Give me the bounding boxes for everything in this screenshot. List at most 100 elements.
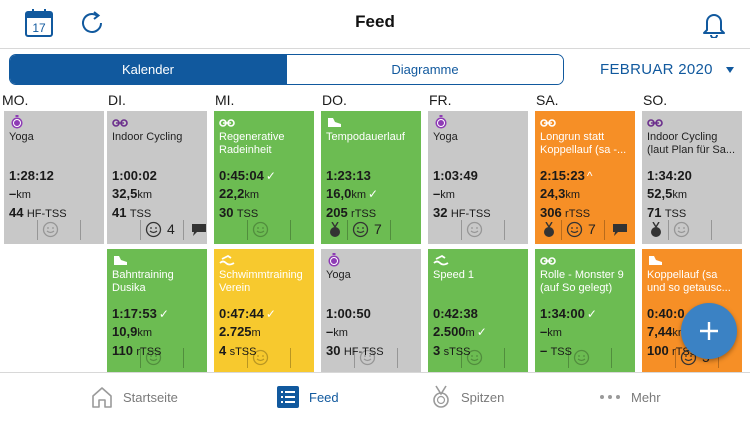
refresh-icon[interactable]: [77, 8, 107, 38]
workout-card[interactable]: Yoga 1:28:12 –km 44 HF-TSS: [4, 111, 104, 244]
status-check-icon: ✓: [158, 307, 169, 321]
tab-label: Feed: [309, 389, 339, 405]
medal-icon: [544, 222, 554, 237]
workout-duration: 0:45:04 ✓: [219, 167, 310, 185]
footer-divider: [711, 220, 712, 240]
workout-tss: 71 TSS: [647, 204, 738, 223]
workout-card[interactable]: Bahntraining Dusika 1:17:53 ✓ 10,9km 110 rTS…: [107, 249, 207, 372]
distance-value: 52,5: [647, 186, 673, 201]
tss-value: –: [540, 343, 548, 358]
workout-card[interactable]: Indoor Cycling (laut Plan für Sa... 1:34:…: [642, 111, 742, 244]
bell-icon[interactable]: [699, 8, 729, 38]
bike-icon: [540, 257, 556, 265]
workout-card[interactable]: Indoor Cycling 1:00:02 32,5km 41 TSS 4: [107, 111, 207, 244]
smiley-icon[interactable]: [145, 221, 162, 238]
tab-startseite[interactable]: Startseite: [90, 383, 178, 411]
smiley-icon[interactable]: [359, 349, 376, 366]
workout-duration: 0:40:0: [647, 305, 738, 323]
footer-divider: [390, 220, 391, 240]
distance-value: –: [433, 186, 441, 201]
tss-unit: rTSS: [565, 208, 591, 220]
workout-duration: 1:00:50: [326, 305, 417, 323]
smiley-icon[interactable]: [566, 221, 583, 238]
smiley-icon[interactable]: [42, 221, 59, 238]
tss-value: 41: [112, 205, 127, 220]
calendar-icon[interactable]: 17: [24, 8, 54, 38]
distance-value: 10,9: [112, 324, 138, 339]
smiley-icon[interactable]: [145, 349, 162, 366]
status-check-icon: ✓: [265, 169, 276, 183]
tss-unit: HF-TSS: [26, 208, 67, 220]
chevron-down-icon[interactable]: [726, 67, 734, 73]
workout-title: Koppellauf (sa und so getausc...: [647, 269, 731, 294]
tss-value: 3: [433, 343, 441, 358]
workout-card-footer: [4, 220, 104, 240]
workout-card[interactable]: Yoga 1:03:49 –km 32 HF-TSS: [428, 111, 528, 244]
tab-diagramme[interactable]: Diagramme: [286, 55, 563, 84]
status-check-icon: ✓: [265, 307, 276, 321]
smiley-icon[interactable]: [352, 221, 369, 238]
workout-card[interactable]: Rolle - Monster 9 (auf So gelegt) 1:34:00…: [535, 249, 635, 372]
distance-unit: m: [465, 327, 475, 339]
day-header-so: SO.: [643, 92, 668, 108]
workout-distance: 2.500m ✓: [433, 323, 524, 342]
workout-card-footer: [214, 348, 314, 368]
tab-feed[interactable]: Feed: [276, 383, 339, 411]
duration-value: 0:45:04: [219, 168, 264, 183]
workout-card-footer: [321, 348, 421, 368]
tss-value: 44: [9, 205, 24, 220]
workout-card[interactable]: Longrun statt Koppellauf (sa -... 2:15:23…: [535, 111, 635, 244]
smiley-icon[interactable]: [466, 221, 483, 238]
tab-mehr[interactable]: Mehr: [598, 383, 661, 411]
tss-value: 30: [219, 205, 234, 220]
smiley-icon[interactable]: [673, 221, 690, 238]
workout-card-footer: [642, 220, 742, 240]
month-selector[interactable]: FEBRUAR 2020: [600, 61, 713, 78]
bike-icon: [647, 119, 663, 127]
tss-value: 205: [326, 205, 348, 220]
tab-spitzen[interactable]: Spitzen: [430, 383, 504, 411]
tss-value: 32: [433, 205, 448, 220]
tab-kalender[interactable]: Kalender: [10, 55, 286, 84]
smiley-icon[interactable]: [252, 349, 269, 366]
smiley-icon[interactable]: [466, 349, 483, 366]
duration-value: 1:00:02: [112, 168, 157, 183]
day-header-di: DI.: [108, 92, 126, 108]
tss-unit: TSS: [236, 208, 259, 220]
workout-card[interactable]: Speed 1 0:42:38 2.500m ✓ 3 sTSS: [428, 249, 528, 372]
footer-divider: [461, 348, 462, 368]
duration-value: 0:40:0: [647, 306, 685, 321]
footer-divider: [290, 220, 291, 240]
tss-unit: HF-TSS: [343, 346, 384, 358]
comment-icon[interactable]: [612, 223, 628, 237]
smiley-icon[interactable]: [252, 221, 269, 238]
footer-divider: [37, 220, 38, 240]
tss-unit: rTSS: [351, 208, 377, 220]
footer-divider: [247, 220, 248, 240]
distance-unit: km: [440, 189, 455, 201]
workout-card[interactable]: Tempodauerlauf 1:23:13 16,0km ✓ 205 rTSS 7: [321, 111, 421, 244]
workout-distance: 32,5km: [112, 185, 203, 204]
footer-divider: [290, 348, 291, 368]
workout-tss: 41 TSS: [112, 204, 203, 223]
workout-distance: –km: [326, 323, 417, 342]
workout-duration: 1:28:12: [9, 167, 100, 185]
workout-title: Regenerative Radeinheit: [219, 131, 285, 156]
page-title: Feed: [355, 12, 395, 31]
distance-unit: km: [547, 327, 562, 339]
tab-label: Mehr: [631, 389, 661, 405]
home-icon: [92, 387, 112, 408]
footer-divider: [183, 220, 184, 240]
distance-unit: km: [137, 189, 152, 201]
distance-unit: km: [672, 189, 687, 201]
workout-tss: 44 HF-TSS: [9, 204, 100, 223]
workout-card[interactable]: Schwimmtraining Verein 0:47:44 ✓ 2.725m 4 sT…: [214, 249, 314, 372]
smiley-icon[interactable]: [573, 349, 590, 366]
workout-title: Bahntraining Dusika: [112, 269, 174, 294]
comment-icon[interactable]: [191, 223, 207, 237]
bottom-tab-bar: Startseite Feed Spitzen Mehr: [0, 372, 750, 422]
add-workout-button[interactable]: [681, 303, 737, 359]
workout-card[interactable]: Regenerative Radeinheit 0:45:04 ✓ 22,2km 30 …: [214, 111, 314, 244]
workout-title: Rolle - Monster 9 (auf So gelegt): [540, 269, 624, 294]
workout-card[interactable]: Yoga 1:00:50 –km 30 HF-TSS: [321, 249, 421, 372]
